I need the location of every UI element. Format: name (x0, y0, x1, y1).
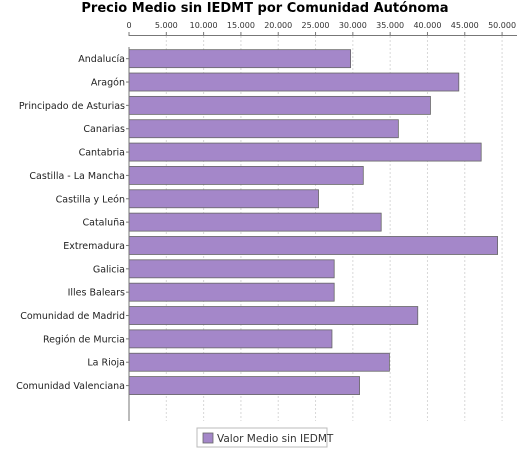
x-axis: 0 5.000 10.000 15.000 20.000 25.000 30.000 35.0… (126, 21, 516, 36)
category-label: Castilla - La Mancha (29, 171, 125, 182)
category-label: La Rioja (87, 358, 125, 369)
bar (128, 376, 360, 395)
category-label: Principado de Asturias (19, 101, 125, 112)
bar (128, 259, 335, 279)
bar (128, 95, 431, 115)
category-label: Aragón (91, 78, 125, 89)
x-tick-label: 45.000 (451, 21, 479, 30)
category-label: Cataluña (82, 218, 125, 229)
bar (128, 189, 319, 209)
bar (128, 306, 419, 325)
legend-swatch (202, 432, 214, 444)
bar (128, 352, 390, 372)
legend: Valor Medio sin IEDMT (196, 427, 334, 448)
chart-title: Precio Medio sin IEDMT por Comunidad Aut… (81, 1, 448, 16)
x-tick-label: 30.000 (339, 21, 367, 30)
y-axis: Andalucía Aragón Principado de Asturias Can… (16, 54, 129, 392)
bar (128, 236, 499, 255)
category-label: Galicia (93, 264, 125, 275)
category-label: Andalucía (78, 54, 125, 65)
x-tick-label: 20.000 (264, 21, 292, 30)
x-tick-label: 50.000 (488, 21, 516, 30)
category-label: Extremadura (63, 241, 125, 252)
category-label: Comunidad Valenciana (16, 381, 125, 392)
bar (128, 282, 335, 302)
category-label: Illes Balears (68, 288, 125, 299)
category-label: Canarias (83, 124, 125, 135)
x-tick-label: 35.000 (376, 21, 404, 30)
bar (128, 329, 333, 349)
bar (128, 49, 352, 69)
x-tick-label: 5.000 (155, 21, 178, 30)
category-label: Castilla y León (56, 194, 125, 205)
legend-label: Valor Medio sin IEDMT (217, 433, 334, 445)
category-label: Cantabria (79, 148, 125, 159)
category-label: Región de Murcia (43, 334, 125, 345)
x-tick-label: 15.000 (227, 21, 255, 30)
bars (128, 49, 499, 395)
bar (128, 72, 460, 92)
bar (128, 142, 482, 162)
legend-box (196, 427, 328, 448)
x-tick-label: 40.000 (413, 21, 441, 30)
x-tick-label: 25.000 (302, 21, 330, 30)
category-label: Comunidad de Madrid (20, 311, 125, 322)
bar (128, 166, 364, 185)
bar (128, 119, 399, 139)
x-tick-label: 0 (126, 21, 131, 30)
bar (128, 212, 382, 232)
x-tick-label: 10.000 (190, 21, 218, 30)
